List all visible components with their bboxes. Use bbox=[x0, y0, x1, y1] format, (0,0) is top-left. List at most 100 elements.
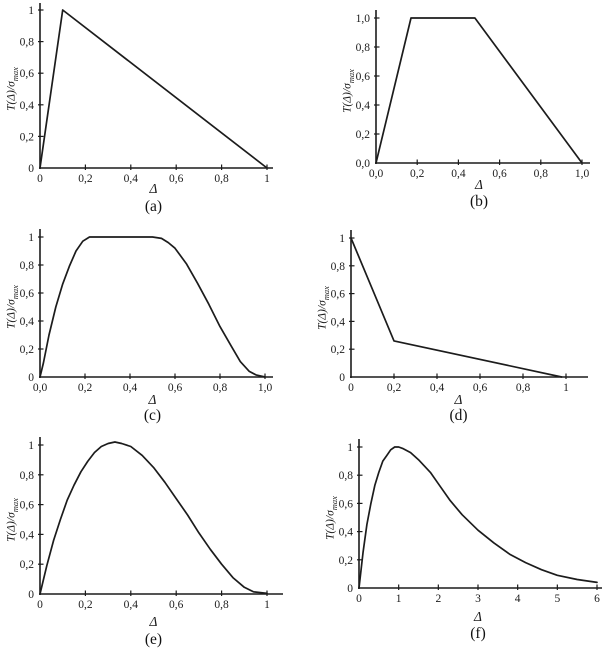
x-tick-label: 0,8 bbox=[534, 168, 549, 180]
x-axis-title: Δ bbox=[474, 609, 482, 624]
chart-a-canvas: 0 0,2 0,4 0,6 0,8 1 0 0,2 0,4 0,6 0,8 1 bbox=[20, 3, 273, 185]
y-axis-title: T(Δ)/σmax bbox=[341, 68, 356, 113]
y-tick-label: 0,4 bbox=[331, 316, 346, 328]
chart-b-canvas: 0,0 0,2 0,4 0,6 0,8 1,0 0,0 0,2 0,4 0,6 0,8 1,0 bbox=[356, 10, 590, 180]
y-axis-title: T(Δ)/σmax bbox=[324, 495, 339, 540]
x-tick-label: 0,0 bbox=[369, 168, 384, 180]
y-axis-title-subscript: max bbox=[345, 68, 356, 83]
x-tick-label: 0,4 bbox=[451, 168, 466, 180]
y-tick-label: 0,4 bbox=[20, 529, 35, 541]
traction-separation-curve bbox=[39, 9, 268, 169]
y-tick-label: 0,4 bbox=[20, 100, 35, 112]
y-tick-label: 0,6 bbox=[331, 289, 346, 301]
traction-separation-curve bbox=[39, 236, 266, 378]
y-tick-label: 0,6 bbox=[20, 288, 35, 300]
y-axis-title-subscript: max bbox=[320, 285, 331, 300]
y-tick-label: 1 bbox=[339, 233, 345, 245]
x-axis-title: Δ bbox=[475, 177, 483, 192]
y-axis-title-text: T(Δ)/σ bbox=[341, 82, 354, 113]
y-tick-label: 0 bbox=[347, 583, 353, 595]
y-tick-label: 0 bbox=[28, 163, 34, 175]
y-tick-label: 0,2 bbox=[20, 344, 35, 356]
x-tick-label: 1 bbox=[264, 173, 270, 185]
y-axis-title: T(Δ)/σmax bbox=[316, 285, 331, 330]
x-tick-label: 1 bbox=[396, 593, 402, 605]
y-tick-label: 0,2 bbox=[339, 555, 354, 567]
x-tick-label: 0,2 bbox=[387, 382, 402, 394]
y-tick-label: 0,2 bbox=[356, 129, 371, 141]
y-tick-label: 1 bbox=[347, 442, 353, 454]
y-tick-label: 0,8 bbox=[356, 42, 371, 54]
y-tick-label: 0 bbox=[28, 589, 34, 601]
y-axis-title-text: T(Δ)/σ bbox=[5, 511, 18, 542]
x-tick-label: 0,4 bbox=[124, 599, 139, 611]
x-tick-label: 0,6 bbox=[169, 599, 184, 611]
subplot-b: 0,0 0,2 0,4 0,6 0,8 1,0 0,0 0,2 0,4 0,6 0,8 1,0 bbox=[301, 0, 602, 213]
y-axis-title: T(Δ)/σmax bbox=[5, 497, 20, 542]
x-tick-label: 1 bbox=[264, 599, 270, 611]
x-tick-label: 0 bbox=[348, 382, 354, 394]
x-tick-label: 0,6 bbox=[168, 382, 183, 394]
x-tick-label: 0,8 bbox=[516, 382, 531, 394]
y-axis-title-subscript: max bbox=[9, 67, 20, 82]
chart-e-canvas: 0 0,2 0,4 0,6 0,8 1 0 0,2 0,4 0,6 0,8 1 bbox=[20, 437, 283, 611]
x-tick-label: 0,0 bbox=[33, 382, 48, 394]
x-tick-label: 1,0 bbox=[575, 168, 590, 180]
x-tick-label: 0,2 bbox=[410, 168, 425, 180]
x-tick-label: 0,6 bbox=[169, 173, 184, 185]
chart-f-canvas: 0 1 2 3 4 5 6 0 0,2 0,4 0,6 0,8 1 bbox=[339, 439, 602, 605]
x-tick-label: 4 bbox=[515, 593, 521, 605]
x-tick-label: 2 bbox=[435, 593, 441, 605]
x-tick-label: 1 bbox=[563, 382, 569, 394]
x-axis-title: Δ bbox=[149, 181, 158, 196]
y-tick-label: 0,4 bbox=[20, 316, 35, 328]
x-tick-label: 0,4 bbox=[430, 382, 445, 394]
x-axis-title: Δ bbox=[454, 392, 463, 407]
x-tick-label: 0,6 bbox=[473, 382, 488, 394]
y-tick-label: 0,8 bbox=[331, 261, 346, 273]
traction-separation-curve bbox=[375, 17, 583, 164]
y-axis-title-text: T(Δ)/σ bbox=[324, 509, 337, 540]
x-tick-label: 0 bbox=[37, 599, 43, 611]
x-tick-label: 6 bbox=[594, 593, 600, 605]
subplot-caption-c: (c) bbox=[143, 407, 162, 424]
x-tick-label: 0,2 bbox=[78, 382, 93, 394]
chart-d-canvas: 0 0,2 0,4 0,6 0,8 1 0 0,2 0,4 0,6 0,8 1 bbox=[331, 230, 588, 394]
subplot-caption-a: (a) bbox=[144, 198, 163, 215]
x-tick-label: 0,4 bbox=[123, 382, 138, 394]
x-tick-label: 3 bbox=[475, 593, 481, 605]
y-axis-title-subscript: max bbox=[328, 495, 339, 510]
y-tick-label: 0,4 bbox=[339, 527, 354, 539]
traction-separation-curve bbox=[39, 441, 268, 595]
x-tick-label: 0,8 bbox=[214, 599, 229, 611]
y-tick-label: 1,0 bbox=[356, 13, 371, 25]
y-tick-label: 0,6 bbox=[20, 68, 35, 80]
y-axis-title-subscript: max bbox=[9, 285, 20, 300]
x-tick-label: 0,6 bbox=[492, 168, 507, 180]
y-tick-label: 0 bbox=[339, 372, 345, 384]
y-tick-label: 0,0 bbox=[356, 158, 371, 170]
y-axis-title-subscript: max bbox=[9, 497, 20, 512]
traction-separation-curve bbox=[358, 446, 598, 589]
x-tick-label: 0 bbox=[356, 593, 362, 605]
y-tick-label: 0,6 bbox=[356, 71, 371, 83]
y-tick-label: 0,6 bbox=[339, 498, 354, 510]
y-axis-title-text: T(Δ)/σ bbox=[5, 299, 18, 329]
y-axis-title-text: T(Δ)/σ bbox=[5, 81, 18, 111]
y-axis-title-text: T(Δ)/σ bbox=[316, 299, 329, 330]
x-tick-label: 5 bbox=[554, 593, 560, 605]
x-tick-label: 0,4 bbox=[124, 173, 139, 185]
x-axis-title: Δ bbox=[149, 614, 158, 629]
x-tick-label: 0,8 bbox=[213, 382, 228, 394]
y-tick-label: 1 bbox=[28, 232, 34, 244]
x-axis-title: Δ bbox=[148, 392, 157, 407]
y-tick-label: 0,8 bbox=[20, 260, 35, 272]
y-tick-label: 0,4 bbox=[356, 100, 371, 112]
chart-c-canvas: 0,0 0,2 0,4 0,6 0,8 1,0 0 0,2 0,4 0,6 0,8 1 bbox=[20, 229, 273, 394]
subplot-d: 0 0,2 0,4 0,6 0,8 1 0 0,2 0,4 0,6 0,8 1 bbox=[301, 213, 602, 425]
subplot-e: 0 0,2 0,4 0,6 0,8 1 0 0,2 0,4 0,6 0,8 1 bbox=[0, 425, 301, 640]
x-tick-label: 0,2 bbox=[78, 173, 93, 185]
y-tick-label: 0,8 bbox=[339, 470, 354, 482]
y-tick-label: 0 bbox=[28, 372, 34, 384]
y-tick-label: 0,8 bbox=[20, 470, 35, 482]
